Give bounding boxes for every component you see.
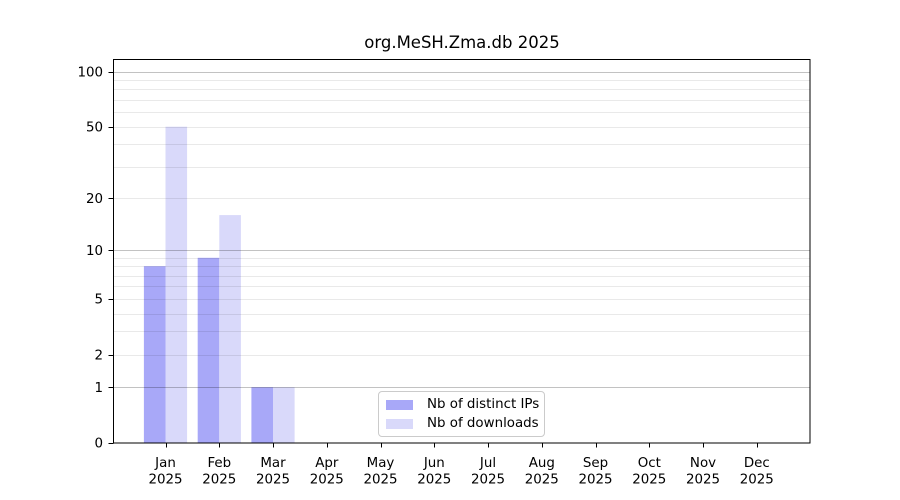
legend: Nb of distinct IPs Nb of downloads (378, 391, 545, 437)
x-tick-label-month-jan: Jan (154, 456, 176, 471)
x-tick-label-month-jun: Jun (423, 456, 445, 471)
legend-swatch-distinct-ips (386, 399, 413, 410)
x-tick-label-year-jul: 2025 (471, 473, 505, 488)
legend-label-downloads: Nb of downloads (427, 415, 539, 431)
y-tick-label-20: 20 (86, 192, 103, 207)
x-tick-label-month-may: May (367, 456, 395, 471)
bar-downloads-jan (165, 126, 188, 443)
legend-label-distinct-ips: Nb of distinct IPs (427, 396, 540, 412)
x-tick-label-year-may: 2025 (363, 473, 397, 488)
bar-downloads-feb (219, 215, 241, 443)
x-tick-label-year-jun: 2025 (417, 473, 451, 488)
chart-title: org.MeSH.Zma.db 2025 (364, 33, 560, 52)
bar-ips-mar (251, 387, 273, 443)
x-tick-label-year-apr: 2025 (310, 473, 344, 488)
y-tick-label-100: 100 (77, 65, 103, 80)
y-tick-label-5: 5 (94, 293, 103, 308)
bar-ips-jan (143, 266, 166, 443)
x-tick-label-year-aug: 2025 (525, 473, 559, 488)
x-tick-label-month-mar: Mar (260, 456, 286, 471)
legend-item-distinct-ips: Nb of distinct IPs (386, 396, 540, 413)
x-tick-label-month-dec: Dec (744, 456, 770, 471)
y-tick-label-2: 2 (94, 348, 103, 363)
axes-box (113, 59, 811, 444)
x-tick-label-month-aug: Aug (529, 456, 555, 471)
x-tick-label-month-oct: Oct (638, 456, 661, 471)
y-tick-label-1: 1 (94, 381, 103, 396)
x-tick-label-month-sep: Sep (583, 456, 608, 471)
x-tick-label-year-dec: 2025 (740, 473, 774, 488)
legend-swatch-downloads (386, 418, 413, 429)
y-tick-label-50: 50 (86, 120, 103, 135)
x-tick-label-month-jul: Jul (479, 456, 496, 471)
bar-ips-feb (197, 257, 220, 443)
x-tick-label-month-apr: Apr (315, 456, 339, 471)
y-tick-label-0: 0 (94, 437, 103, 452)
bar-downloads-mar (273, 387, 295, 443)
x-tick-label-year-feb: 2025 (202, 473, 236, 488)
x-tick-label-year-oct: 2025 (632, 473, 666, 488)
x-tick-label-year-mar: 2025 (256, 473, 290, 488)
x-tick-label-year-jan: 2025 (148, 473, 182, 488)
y-tick-label-10: 10 (86, 244, 103, 259)
legend-item-downloads: Nb of downloads (386, 415, 539, 432)
x-tick-label-month-feb: Feb (207, 456, 231, 471)
x-tick-label-month-nov: Nov (690, 456, 716, 471)
x-tick-label-year-sep: 2025 (578, 473, 612, 488)
x-tick-label-year-nov: 2025 (686, 473, 720, 488)
